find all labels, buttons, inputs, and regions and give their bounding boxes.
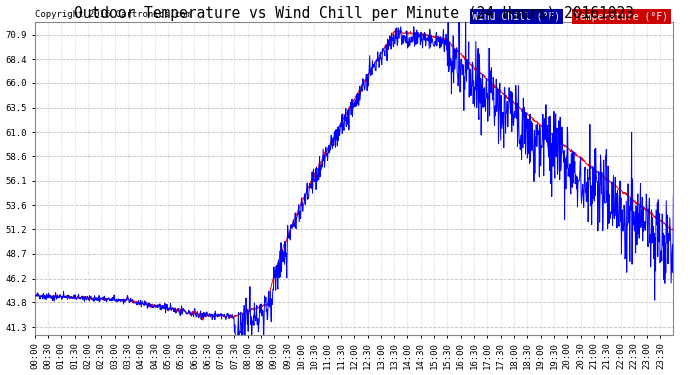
Text: Temperature (°F): Temperature (°F): [574, 12, 669, 22]
Title: Outdoor Temperature vs Wind Chill per Minute (24 Hours) 20161023: Outdoor Temperature vs Wind Chill per Mi…: [74, 6, 634, 21]
Text: Wind Chill (°F): Wind Chill (°F): [472, 12, 560, 22]
Text: Copyright 2016 Cartronics.com: Copyright 2016 Cartronics.com: [34, 10, 190, 19]
